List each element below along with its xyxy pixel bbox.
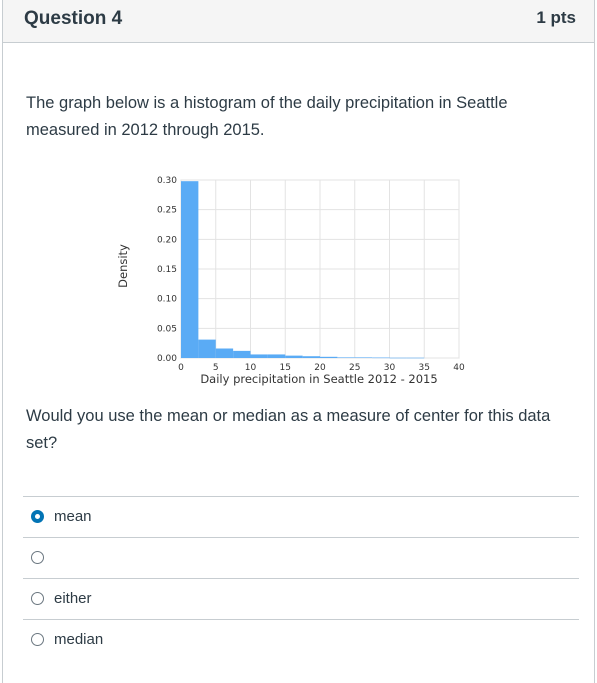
histogram-bar	[198, 339, 216, 358]
answer-option-median[interactable]: median	[23, 619, 579, 660]
y-tick-label: 0.15	[157, 265, 177, 275]
radio-button[interactable]	[31, 510, 44, 523]
chart-axes: 0.00 0.05 0.10 0.15 0.20 0.25 0.30 0 5 10 15 20 25 30…	[157, 176, 465, 373]
chart-bars	[181, 181, 425, 359]
y-tick-label: 0.00	[157, 354, 177, 364]
x-tick-label: 20	[314, 363, 326, 373]
question-title: Question 4	[24, 8, 123, 29]
histogram-bar	[181, 181, 199, 358]
x-tick-label: 35	[419, 363, 430, 373]
y-tick-label: 0.20	[157, 235, 177, 245]
histogram-bar	[250, 354, 268, 358]
answer-list: mean either median	[23, 496, 579, 660]
answer-option-blank[interactable]	[23, 537, 579, 578]
histogram-bar	[267, 354, 286, 358]
answer-option-mean[interactable]: mean	[23, 496, 579, 537]
x-axis-label: Daily precipitation in Seattle 2012 - 20…	[200, 372, 437, 386]
radio-button[interactable]	[31, 633, 44, 646]
x-tick-label: 30	[384, 363, 396, 373]
y-axis-label: Density	[116, 244, 130, 288]
histogram-bar	[233, 350, 251, 358]
histogram-bar	[372, 357, 390, 359]
histogram-chart: 0.00 0.05 0.10 0.15 0.20 0.25 0.30 0 5 10 15 20 25 30…	[116, 176, 465, 386]
question-prompt: The graph below is a histogram of the da…	[26, 94, 508, 139]
chart-grid	[180, 179, 460, 359]
answer-label: mean	[54, 508, 92, 525]
question-points: 1 pts	[536, 8, 576, 27]
histogram-bar	[320, 356, 338, 358]
question-header: Question 4 1 pts	[3, 0, 594, 43]
x-tick-label: 15	[280, 363, 291, 373]
answer-label: either	[54, 590, 92, 607]
histogram-bar	[406, 357, 425, 359]
answer-label: median	[54, 631, 104, 648]
histogram-bar	[389, 357, 407, 359]
y-tick-label: 0.30	[157, 176, 177, 186]
histogram-bar	[354, 357, 373, 359]
y-tick-label: 0.05	[157, 324, 177, 334]
question-text: Would you use the mean or median as a me…	[26, 407, 551, 452]
x-tick-label: 40	[453, 363, 465, 373]
radio-button[interactable]	[31, 592, 44, 605]
y-tick-label: 0.25	[157, 206, 177, 216]
x-tick-label: 5	[213, 363, 219, 373]
histogram-bar	[215, 348, 234, 358]
histogram-bar	[302, 356, 320, 358]
x-tick-label: 0	[178, 363, 184, 373]
x-tick-label: 10	[245, 363, 257, 373]
y-tick-label: 0.10	[157, 295, 177, 305]
histogram-bar	[285, 355, 303, 358]
radio-button[interactable]	[31, 551, 44, 564]
answer-option-either[interactable]: either	[23, 578, 579, 619]
x-tick-label: 25	[349, 363, 360, 373]
histogram-bar	[337, 357, 355, 359]
